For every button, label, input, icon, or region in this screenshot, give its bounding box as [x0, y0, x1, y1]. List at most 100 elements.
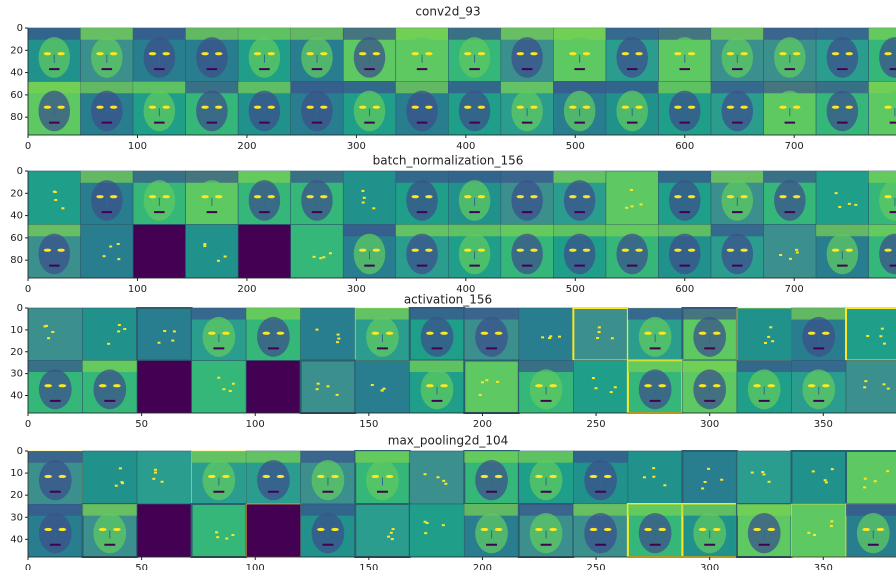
mouth — [101, 68, 113, 71]
feature-dot — [109, 245, 113, 248]
eye — [425, 105, 433, 109]
feature-map-tile — [237, 224, 291, 279]
feature-dot — [880, 327, 884, 330]
eye — [530, 195, 538, 199]
x-tick-label: 100 — [246, 563, 265, 570]
mouth — [49, 490, 61, 493]
panel-title: batch_normalization_156 — [373, 154, 524, 168]
mouth — [322, 543, 334, 546]
eye — [494, 527, 503, 532]
hair — [763, 171, 817, 183]
eye — [516, 52, 524, 56]
mouth — [889, 211, 896, 214]
eye — [113, 527, 121, 532]
feature-dot — [116, 243, 120, 246]
feature-dot — [228, 389, 232, 392]
feature-maps — [27, 450, 896, 558]
mouth — [213, 490, 225, 493]
mouth — [732, 121, 743, 124]
hair — [448, 28, 501, 40]
eye — [222, 474, 230, 479]
eye — [317, 527, 325, 532]
mouth — [416, 211, 428, 214]
feature-map-tile — [136, 360, 192, 414]
y-tick-label: 10 — [10, 468, 23, 479]
mouth — [540, 399, 552, 402]
eye — [658, 331, 667, 335]
x-tick-label: 300 — [700, 563, 719, 570]
feature-dot — [425, 522, 429, 525]
mouth — [649, 399, 661, 402]
eye — [589, 527, 598, 532]
eye — [779, 52, 787, 56]
hair — [711, 171, 764, 183]
eye — [480, 331, 489, 335]
eye — [831, 105, 840, 109]
hair — [290, 28, 344, 40]
hair — [185, 28, 239, 40]
eye — [822, 331, 830, 335]
eye — [276, 474, 285, 479]
feature-dot — [117, 258, 121, 261]
x-tick-label: 350 — [814, 419, 833, 430]
x-tick-label: 300 — [347, 284, 366, 295]
eye — [658, 527, 667, 532]
feature-map-tile — [815, 170, 869, 225]
hair — [28, 81, 81, 94]
y-tick-label: 0 — [17, 446, 23, 457]
eye — [535, 384, 543, 388]
eye — [359, 105, 367, 109]
hair — [246, 308, 301, 320]
feature-dot — [703, 480, 707, 483]
feature-dot — [172, 330, 176, 333]
feature-map-tile — [190, 503, 248, 558]
hair — [290, 171, 344, 183]
hair — [448, 81, 501, 94]
feature-dot — [120, 481, 124, 484]
eye — [792, 52, 801, 56]
feature-dot — [315, 328, 319, 331]
hair — [605, 224, 659, 237]
feature-dot — [444, 482, 448, 485]
eye — [674, 105, 682, 109]
hair — [355, 451, 410, 463]
hair — [80, 28, 134, 40]
feature-dot — [157, 341, 161, 344]
x-tick-label: 0 — [25, 284, 31, 295]
eye — [411, 52, 419, 56]
eye — [215, 195, 223, 199]
feature-map-tile — [845, 450, 896, 505]
hair — [82, 504, 138, 516]
hair — [395, 171, 449, 183]
eye — [425, 195, 433, 199]
mouth — [867, 543, 879, 546]
mouth — [101, 121, 113, 124]
eye — [845, 248, 853, 252]
eye — [845, 52, 853, 56]
eye — [262, 331, 271, 335]
mouth — [267, 347, 279, 350]
feature-dot — [879, 335, 883, 338]
hair — [816, 81, 869, 94]
eye — [331, 474, 339, 479]
mouth — [649, 543, 661, 546]
feature-dot — [441, 524, 445, 527]
eye — [884, 105, 892, 109]
mouth — [595, 490, 607, 493]
feature-dot — [609, 391, 613, 394]
feature-maps — [27, 307, 896, 414]
hair — [82, 360, 138, 373]
mouth — [311, 121, 323, 124]
face — [879, 180, 896, 221]
mouth — [486, 347, 497, 350]
eye — [779, 195, 787, 199]
feature-dot — [597, 326, 601, 329]
hair — [133, 171, 186, 183]
feature-dot — [390, 538, 394, 541]
hair — [763, 81, 817, 94]
feature-dot — [761, 471, 765, 474]
hair — [300, 451, 356, 463]
hair — [133, 81, 186, 94]
hair — [355, 308, 410, 320]
hair — [627, 360, 683, 373]
